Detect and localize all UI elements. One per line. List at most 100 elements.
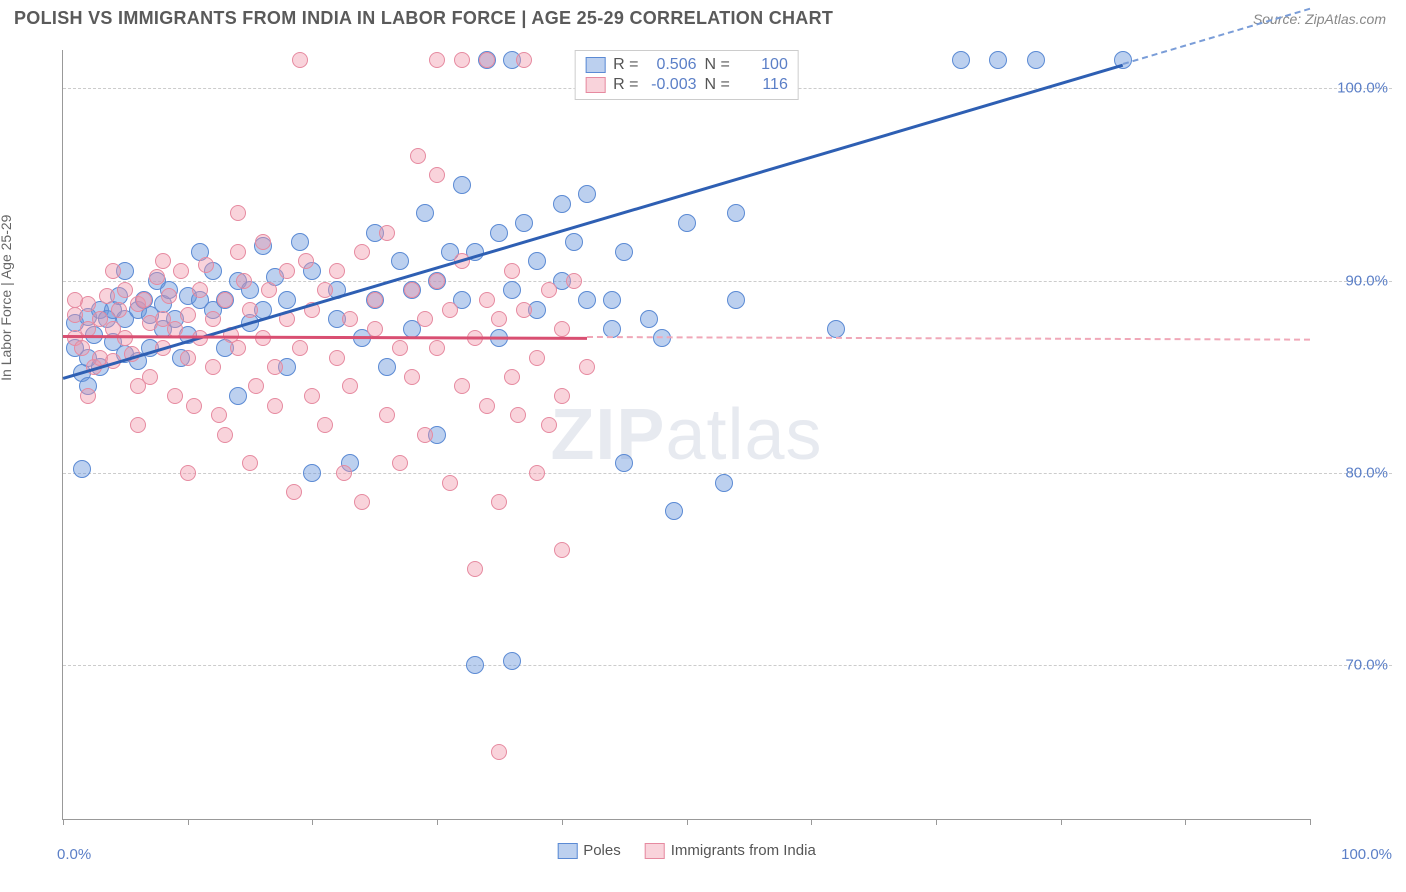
data-point [516,302,532,318]
data-point [554,388,570,404]
watermark-rest: atlas [665,395,822,475]
data-point [541,282,557,298]
data-point [553,195,571,213]
data-point [603,291,621,309]
data-point [229,387,247,405]
data-point [173,263,189,279]
r-value-poles: 0.506 [647,56,697,74]
data-point [516,52,532,68]
data-point [248,378,264,394]
legend-label-india: Immigrants from India [671,842,816,859]
data-point [404,282,420,298]
legend-item-poles: Poles [557,842,621,859]
x-tick [437,819,438,825]
n-label: N = [705,76,730,94]
data-point [466,656,484,674]
data-point [180,350,196,366]
swatch-poles-icon [557,843,577,859]
data-point [342,378,358,394]
data-point [565,233,583,251]
data-point [255,330,271,346]
correlation-legend: R = 0.506 N = 100 R = -0.003 N = 116 [574,50,799,100]
data-point [230,244,246,260]
n-value-poles: 100 [738,56,788,74]
data-point [117,282,133,298]
trend-line-dashed [587,336,1310,341]
data-point [230,205,246,221]
data-point [142,369,158,385]
data-point [554,321,570,337]
data-point [278,291,296,309]
data-point [67,307,83,323]
data-point [503,281,521,299]
data-point [1027,51,1045,69]
data-point [167,388,183,404]
y-tick-label: 90.0% [1345,272,1388,289]
data-point [117,330,133,346]
data-point [180,307,196,323]
trend-line [63,335,587,339]
data-point [354,244,370,260]
data-point [242,455,258,471]
data-point [442,302,458,318]
chart-container: In Labor Force | Age 25-29 ZIPatlas R = … [14,40,1392,872]
data-point [336,465,352,481]
data-point [329,350,345,366]
data-point [454,378,470,394]
data-point [242,302,258,318]
data-point [379,225,395,241]
series-legend: Poles Immigrants from India [557,842,816,859]
data-point [490,224,508,242]
data-point [192,282,208,298]
data-point [491,311,507,327]
data-point [554,542,570,558]
data-point [317,282,333,298]
data-point [180,465,196,481]
data-point [230,340,246,356]
swatch-india [585,77,605,93]
plot-area: ZIPatlas R = 0.506 N = 100 R = -0.003 N … [62,50,1310,820]
data-point [317,417,333,433]
data-point [566,273,582,289]
data-point [515,214,533,232]
data-point [303,464,321,482]
data-point [429,340,445,356]
data-point [67,292,83,308]
data-point [279,263,295,279]
y-axis-label: In Labor Force | Age 25-29 [0,215,14,381]
data-point [161,288,177,304]
data-point [665,502,683,520]
swatch-poles [585,57,605,73]
data-point [578,185,596,203]
data-point [640,310,658,328]
data-point [479,292,495,308]
data-point [391,252,409,270]
data-point [74,340,90,356]
data-point [678,214,696,232]
x-tick [1310,819,1311,825]
data-point [429,52,445,68]
data-point [286,484,302,500]
data-point [715,474,733,492]
data-point [467,561,483,577]
data-point [417,427,433,443]
y-tick-label: 70.0% [1345,657,1388,674]
data-point [454,52,470,68]
data-point [329,263,345,279]
x-tick [562,819,563,825]
data-point [727,291,745,309]
data-point [217,292,233,308]
data-point [111,302,127,318]
x-tick [1061,819,1062,825]
data-point [491,494,507,510]
y-tick-label: 100.0% [1337,80,1388,97]
data-point [615,454,633,472]
data-point [503,652,521,670]
data-point [342,311,358,327]
data-point [504,369,520,385]
data-point [130,417,146,433]
data-point [236,273,252,289]
trend-line [63,63,1124,379]
data-point [217,427,233,443]
data-point [211,407,227,423]
